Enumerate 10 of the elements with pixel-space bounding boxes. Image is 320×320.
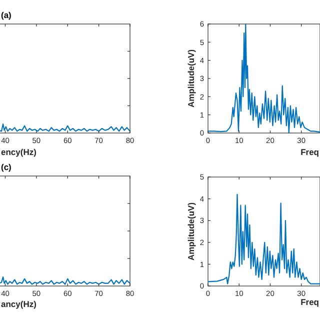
- line-series: [207, 23, 320, 134]
- x-axis-title: Freq: [300, 147, 319, 157]
- x-axis-title: Freq: [300, 297, 319, 307]
- x-axis-title: ency(Hz): [1, 147, 37, 157]
- y-axis-title: Amplitude(uV): [186, 49, 196, 108]
- y-axis-title: Amplitude(uV): [186, 202, 196, 261]
- line-series: [207, 194, 320, 284]
- chart-title: (a): [1, 10, 12, 20]
- chart-title: (c): [1, 162, 12, 172]
- x-axis-title: ancy(Hz): [1, 299, 37, 309]
